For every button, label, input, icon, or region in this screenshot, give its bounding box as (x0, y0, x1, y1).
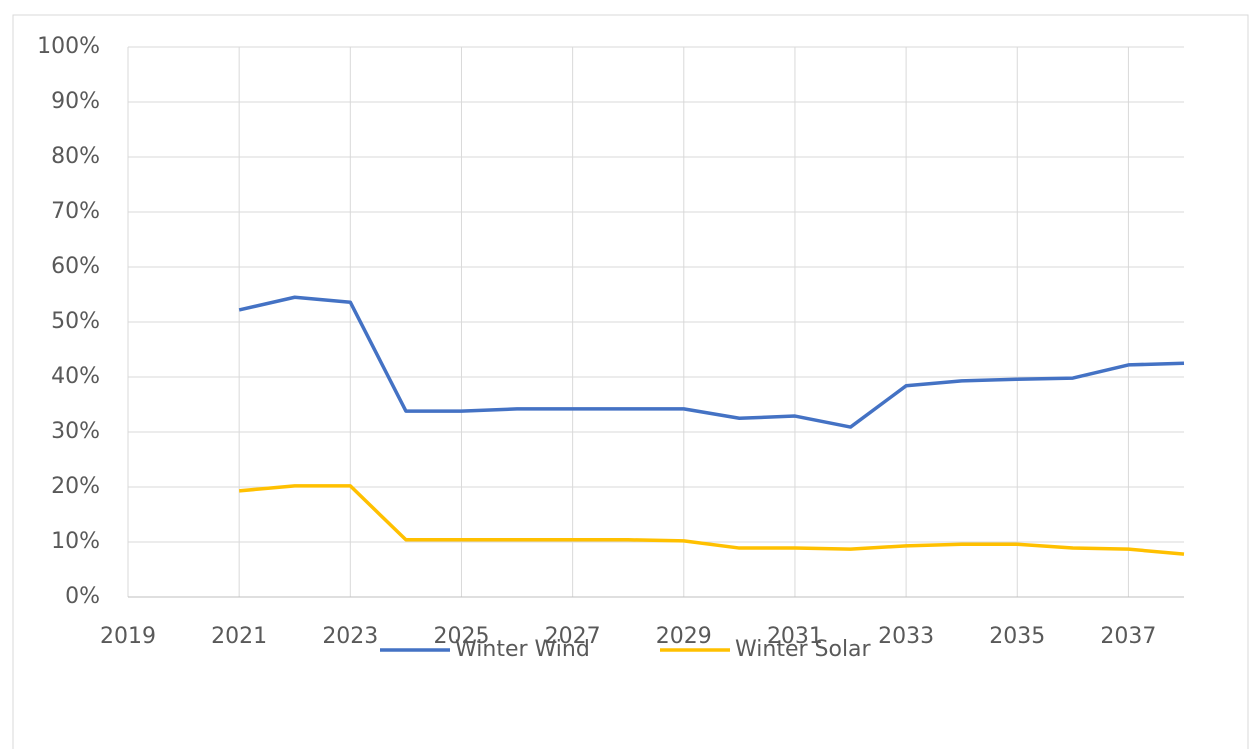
line-series (238, 295, 1185, 429)
line-series (239, 484, 1185, 556)
x-tick-label: 2025 (433, 624, 489, 649)
y-tick-label: 90% (51, 89, 100, 114)
y-tick-label: 30% (51, 419, 100, 444)
x-tick-label: 2031 (767, 624, 823, 649)
x-tick-label: 2027 (545, 624, 601, 649)
y-tick-label: 50% (51, 309, 100, 334)
y-tick-label: 70% (51, 199, 100, 224)
y-tick-label: 80% (51, 144, 100, 169)
x-tick-label: 2021 (211, 624, 267, 649)
y-tick-label: 10% (51, 529, 100, 554)
x-tick-label: 2037 (1100, 624, 1156, 649)
y-tick-label: 0% (65, 584, 100, 609)
x-tick-label: 2033 (878, 624, 934, 649)
y-tick-label: 60% (51, 254, 100, 279)
chart-frame (12, 14, 1249, 749)
x-tick-label: 2019 (100, 624, 156, 649)
x-tick-label: 2029 (656, 624, 712, 649)
legend-label: Winter Solar (735, 637, 872, 662)
y-tick-label: 100% (37, 34, 100, 59)
y-tick-label: 20% (51, 474, 100, 499)
x-tick-label: 2035 (989, 624, 1045, 649)
x-tick-label: 2023 (322, 624, 378, 649)
y-tick-label: 40% (51, 364, 100, 389)
legend-label: Winter Wind (455, 637, 590, 662)
